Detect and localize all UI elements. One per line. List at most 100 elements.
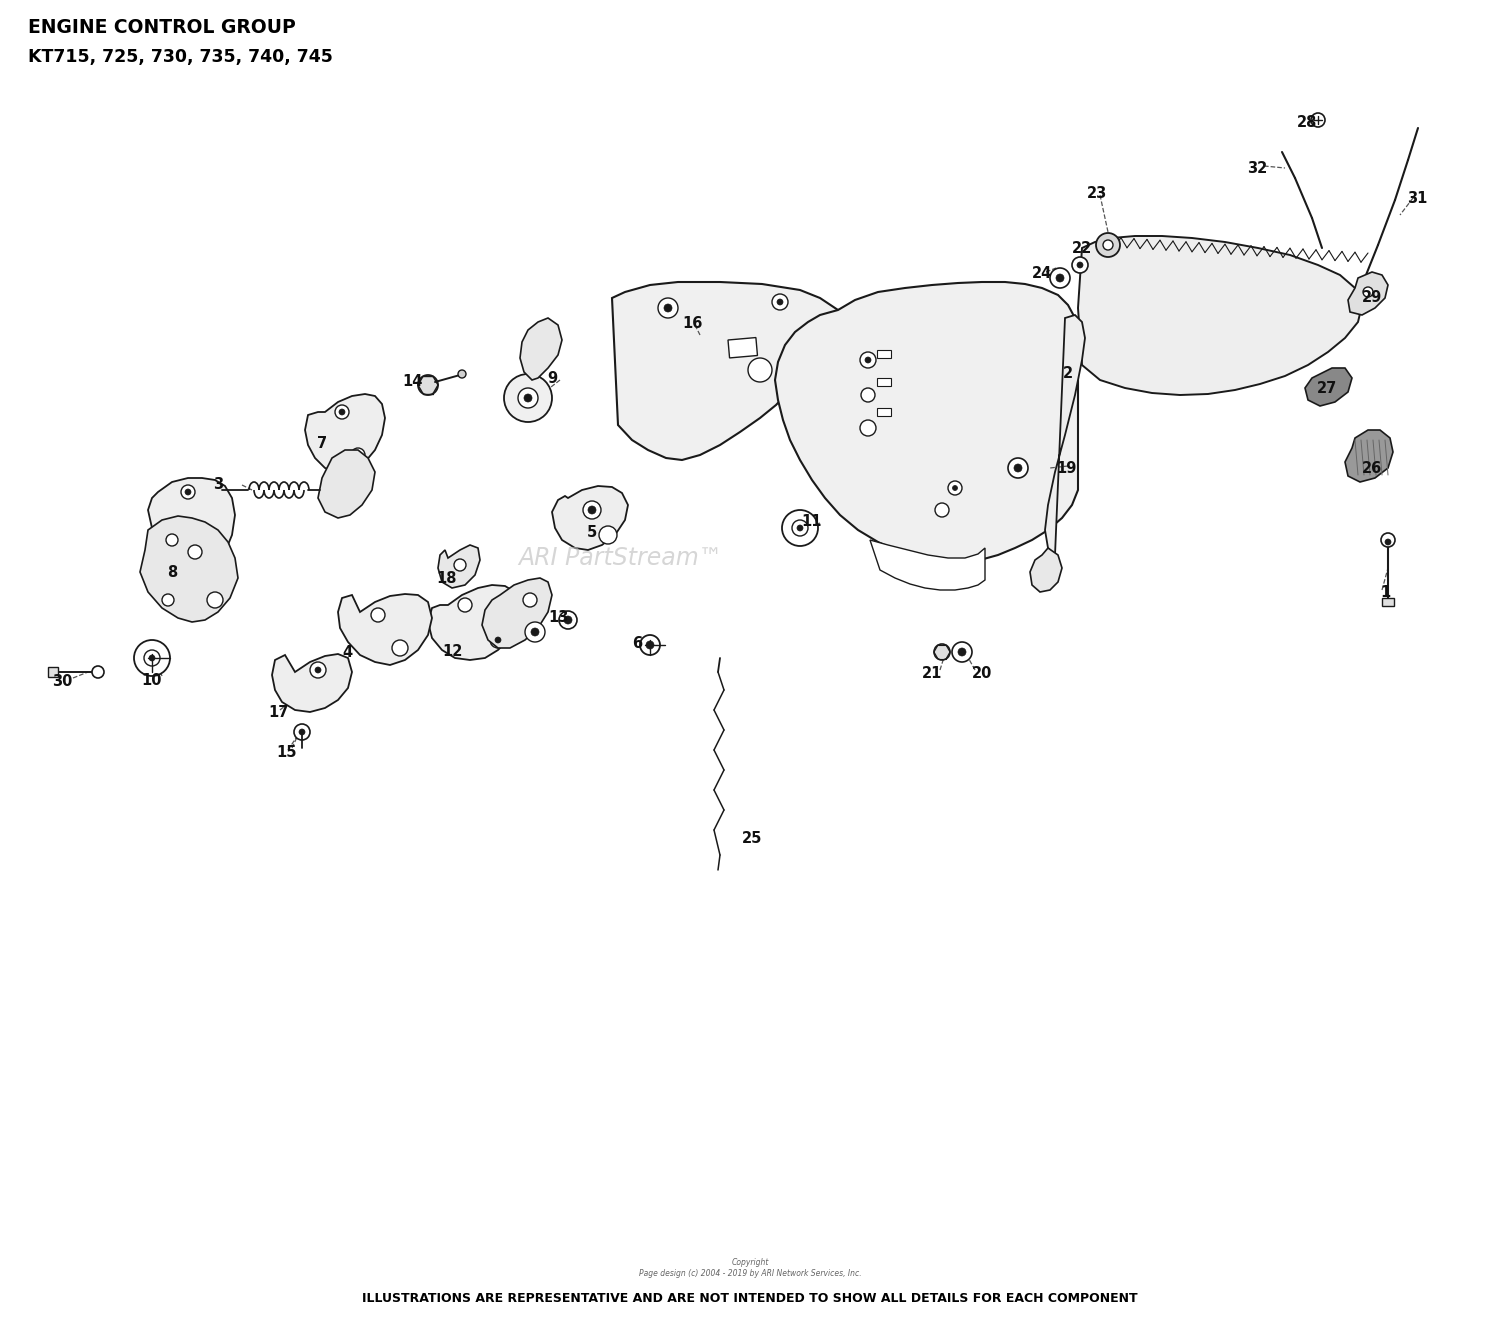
Circle shape	[1014, 464, 1022, 472]
Circle shape	[339, 408, 345, 415]
Polygon shape	[1046, 316, 1084, 556]
Circle shape	[560, 611, 578, 629]
Circle shape	[584, 501, 602, 518]
Circle shape	[310, 662, 326, 678]
Circle shape	[419, 375, 438, 395]
Circle shape	[92, 666, 104, 678]
Text: 2: 2	[1064, 366, 1072, 381]
Polygon shape	[140, 516, 238, 622]
Text: ARI PartStream™: ARI PartStream™	[518, 546, 722, 570]
Circle shape	[748, 358, 772, 382]
Text: 14: 14	[402, 374, 422, 389]
Text: ILLUSTRATIONS ARE REPRESENTATIVE AND ARE NOT INTENDED TO SHOW ALL DETAILS FOR EA: ILLUSTRATIONS ARE REPRESENTATIVE AND ARE…	[362, 1292, 1138, 1305]
Circle shape	[958, 648, 966, 656]
Text: 4: 4	[342, 644, 352, 659]
Circle shape	[207, 591, 224, 609]
Text: 12: 12	[442, 643, 462, 659]
Circle shape	[1072, 257, 1088, 273]
Circle shape	[1056, 274, 1064, 282]
Circle shape	[148, 655, 154, 660]
Text: 8: 8	[166, 565, 177, 579]
Text: 10: 10	[142, 672, 162, 687]
Text: 7: 7	[316, 435, 327, 451]
Text: 26: 26	[1362, 460, 1382, 476]
Polygon shape	[304, 394, 386, 472]
Polygon shape	[612, 282, 839, 460]
Polygon shape	[338, 594, 432, 666]
Text: 15: 15	[278, 744, 297, 760]
Circle shape	[640, 635, 660, 655]
Circle shape	[598, 526, 616, 544]
Bar	[878, 408, 891, 416]
Circle shape	[952, 642, 972, 662]
Polygon shape	[1305, 369, 1352, 406]
Text: 28: 28	[1298, 114, 1317, 130]
Circle shape	[351, 448, 364, 461]
Bar	[1382, 598, 1394, 606]
Polygon shape	[552, 487, 628, 550]
Circle shape	[865, 357, 871, 363]
Text: 1: 1	[1380, 585, 1390, 599]
Text: 18: 18	[436, 570, 457, 586]
Polygon shape	[520, 318, 562, 381]
Text: 20: 20	[972, 666, 992, 680]
Polygon shape	[776, 282, 1078, 562]
Circle shape	[777, 298, 783, 305]
Circle shape	[772, 294, 788, 310]
Text: 32: 32	[1246, 160, 1268, 175]
Text: 6: 6	[632, 635, 642, 651]
Text: 23: 23	[1088, 186, 1107, 200]
Bar	[48, 667, 58, 678]
Circle shape	[564, 617, 572, 625]
Text: 27: 27	[1317, 381, 1336, 395]
Circle shape	[796, 525, 802, 530]
Circle shape	[934, 503, 950, 517]
Text: Copyright
Page design (c) 2004 - 2019 by ARI Network Services, Inc.: Copyright Page design (c) 2004 - 2019 by…	[639, 1258, 861, 1278]
Bar	[878, 350, 891, 358]
Circle shape	[458, 598, 472, 613]
Circle shape	[298, 729, 304, 735]
Circle shape	[1077, 263, 1083, 268]
Polygon shape	[1030, 548, 1062, 591]
Circle shape	[859, 420, 876, 436]
Circle shape	[184, 489, 190, 495]
Circle shape	[782, 511, 818, 546]
Circle shape	[370, 609, 386, 622]
Circle shape	[315, 667, 321, 674]
Circle shape	[525, 622, 544, 642]
Circle shape	[1382, 533, 1395, 548]
Circle shape	[458, 370, 466, 378]
Text: 3: 3	[213, 476, 223, 492]
Circle shape	[658, 298, 678, 318]
Text: 19: 19	[1058, 460, 1077, 476]
Polygon shape	[1346, 430, 1394, 481]
Circle shape	[454, 560, 466, 572]
Polygon shape	[148, 477, 236, 568]
Circle shape	[1050, 268, 1070, 288]
Text: 31: 31	[1407, 191, 1426, 206]
Text: 17: 17	[268, 704, 288, 720]
Circle shape	[859, 351, 876, 369]
Text: 29: 29	[1362, 289, 1382, 305]
Circle shape	[861, 389, 874, 402]
Text: KT715, 725, 730, 735, 740, 745: KT715, 725, 730, 735, 740, 745	[28, 48, 333, 66]
Circle shape	[518, 389, 538, 408]
Circle shape	[531, 629, 538, 636]
Polygon shape	[482, 578, 552, 648]
Circle shape	[524, 394, 532, 402]
Text: ENGINE CONTROL GROUP: ENGINE CONTROL GROUP	[28, 19, 296, 37]
Circle shape	[134, 640, 170, 676]
Bar	[878, 378, 891, 386]
Circle shape	[1311, 113, 1324, 127]
Text: 13: 13	[548, 610, 568, 625]
Circle shape	[490, 633, 506, 648]
Text: 11: 11	[802, 513, 822, 529]
Polygon shape	[427, 585, 520, 660]
Polygon shape	[870, 540, 986, 590]
Circle shape	[1364, 286, 1372, 297]
Circle shape	[588, 507, 596, 514]
Circle shape	[1008, 457, 1028, 477]
Circle shape	[524, 593, 537, 607]
Circle shape	[166, 534, 178, 546]
Circle shape	[952, 485, 957, 491]
